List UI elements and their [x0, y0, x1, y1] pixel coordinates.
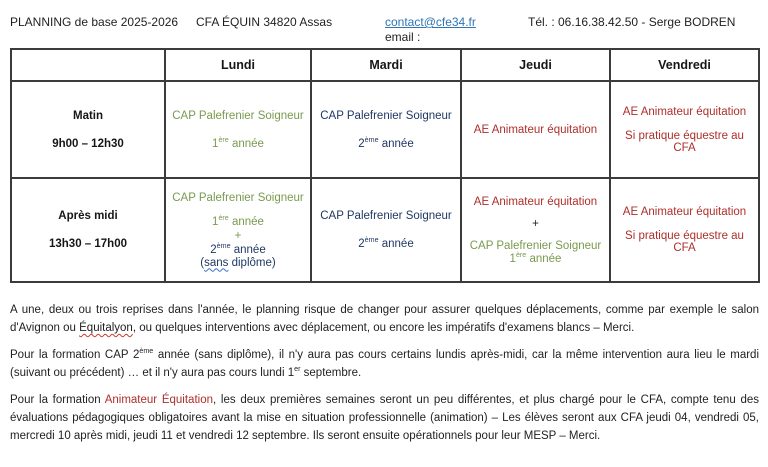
course-ae: AE Animateur équitation: [622, 105, 747, 118]
email-line: email : contact@cfe34.fr: [385, 15, 476, 44]
course-cap: CAP Palefrenier Soigneur: [469, 239, 602, 252]
day-header-lundi: Lundi: [164, 48, 312, 82]
highlighted-course-name: Animateur Équitation: [104, 394, 213, 406]
row-label-matin: Matin 9h00 – 12h30: [10, 80, 166, 179]
cell-matin-vendredi: AE Animateur équitation Si pratique éque…: [609, 80, 760, 179]
paragraph-cap-2eme-annee: Pour la formation CAP 2ème année (sans d…: [10, 347, 759, 379]
course-ae: AE Animateur équitation: [473, 123, 598, 136]
plus-sign: +: [532, 217, 539, 230]
spellcheck-word: Équitalyon: [79, 322, 133, 334]
course-ae-note: Si pratique équestre au CFA: [625, 230, 744, 254]
course-ae-note: Si pratique équestre au CFA: [625, 129, 744, 154]
organization-name: CFA ÉQUIN 34820 Assas: [196, 15, 333, 29]
planning-title: PLANNING de base 2025-2026: [10, 15, 179, 29]
paragraph-deplacements: A une, deux ou trois reprises dans l'ann…: [10, 304, 759, 334]
cell-apm-jeudi: AE Animateur équitation + CAP Palefrenie…: [460, 177, 611, 283]
cell-matin-jeudi: AE Animateur équitation: [460, 80, 611, 179]
course-cap: CAP Palefrenier Soigneur: [172, 191, 304, 204]
spellcheck-word: sans: [204, 256, 229, 269]
email-link[interactable]: contact@cfe34.fr: [385, 15, 476, 29]
phone-contact: Tél. : 06.16.38.42.50 - Serge BODREN: [528, 15, 736, 29]
document-header: PLANNING de base 2025-2026 CFA ÉQUIN 348…: [0, 0, 768, 48]
cell-matin-lundi: CAP Palefrenier Soigneur 1ère année: [164, 80, 312, 179]
row-label-text: Matin: [72, 109, 104, 122]
notes-section: A une, deux ou trois reprises dans l'ann…: [10, 301, 759, 445]
course-year-2: 2ème année: [210, 241, 266, 256]
day-header-mardi: Mardi: [310, 48, 462, 82]
course-year-2: 2ème année: [358, 236, 414, 250]
row-time-text: 9h00 – 12h30: [52, 137, 124, 150]
email-label: email :: [385, 30, 421, 44]
row-label-apres-midi: Après midi 13h30 – 17h00: [10, 177, 166, 283]
day-header-jeudi: Jeudi: [460, 48, 611, 82]
cell-apm-mardi: CAP Palefrenier Soigneur 2ème année: [310, 177, 462, 283]
sans-diplome-note: (sans diplôme): [200, 256, 276, 269]
course-ae: AE Animateur équitation: [622, 206, 747, 218]
cell-apm-vendredi: AE Animateur équitation Si pratique éque…: [609, 177, 760, 283]
course-cap: CAP Palefrenier Soigneur: [172, 109, 304, 122]
cell-matin-mardi: CAP Palefrenier Soigneur 2ème année: [310, 80, 462, 179]
table-row-apres-midi: Après midi 13h30 – 17h00 CAP Palefrenier…: [10, 177, 760, 283]
table-row-matin: Matin 9h00 – 12h30 CAP Palefrenier Soign…: [10, 80, 760, 179]
planning-table: Lundi Mardi Jeudi Vendredi Matin 9h00 – …: [10, 48, 760, 283]
paragraph-animateur-equitation: Pour la formation Animateur Équitation, …: [10, 394, 759, 442]
course-year-1: 1ère année: [212, 135, 264, 150]
course-cap: CAP Palefrenier Soigneur: [320, 210, 452, 222]
course-year-1: 1ère année: [509, 250, 562, 265]
day-header-row: Lundi Mardi Jeudi Vendredi: [10, 48, 760, 82]
course-ae: AE Animateur équitation: [473, 195, 598, 208]
course-cap: CAP Palefrenier Soigneur: [320, 109, 452, 122]
course-year-1: 1ère année: [212, 213, 264, 228]
cell-apm-lundi: CAP Palefrenier Soigneur 1ère année + 2è…: [164, 177, 312, 283]
plus-sign: +: [234, 229, 242, 242]
corner-cell: [10, 48, 166, 82]
course-year-2: 2ème année: [358, 135, 414, 150]
row-label-text: Après midi: [58, 210, 118, 222]
row-time-text: 13h30 – 17h00: [48, 238, 127, 250]
day-header-vendredi: Vendredi: [609, 48, 760, 82]
